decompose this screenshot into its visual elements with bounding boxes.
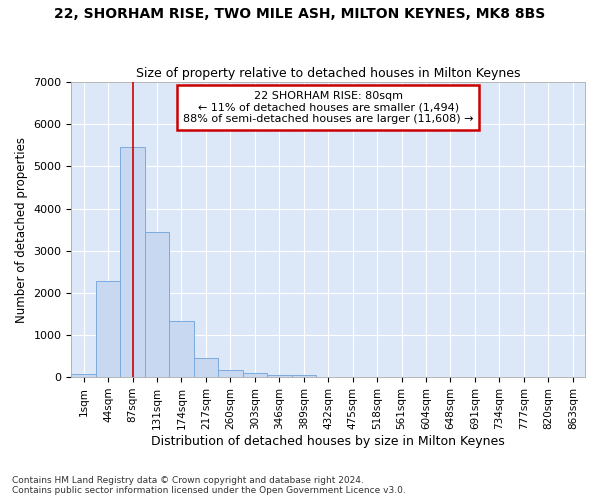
Bar <box>267 374 292 377</box>
Bar <box>292 375 316 377</box>
Bar <box>218 370 242 377</box>
Y-axis label: Number of detached properties: Number of detached properties <box>15 136 28 322</box>
Bar <box>71 374 96 377</box>
Bar <box>169 321 194 377</box>
Bar <box>242 373 267 377</box>
Bar <box>121 146 145 377</box>
Bar <box>96 281 121 377</box>
Title: Size of property relative to detached houses in Milton Keynes: Size of property relative to detached ho… <box>136 66 520 80</box>
Text: Contains HM Land Registry data © Crown copyright and database right 2024.
Contai: Contains HM Land Registry data © Crown c… <box>12 476 406 495</box>
X-axis label: Distribution of detached houses by size in Milton Keynes: Distribution of detached houses by size … <box>151 434 505 448</box>
Text: 22, SHORHAM RISE, TWO MILE ASH, MILTON KEYNES, MK8 8BS: 22, SHORHAM RISE, TWO MILE ASH, MILTON K… <box>55 8 545 22</box>
Bar <box>145 232 169 377</box>
Bar <box>194 358 218 377</box>
Text: 22 SHORHAM RISE: 80sqm
← 11% of detached houses are smaller (1,494)
88% of semi-: 22 SHORHAM RISE: 80sqm ← 11% of detached… <box>183 91 473 124</box>
